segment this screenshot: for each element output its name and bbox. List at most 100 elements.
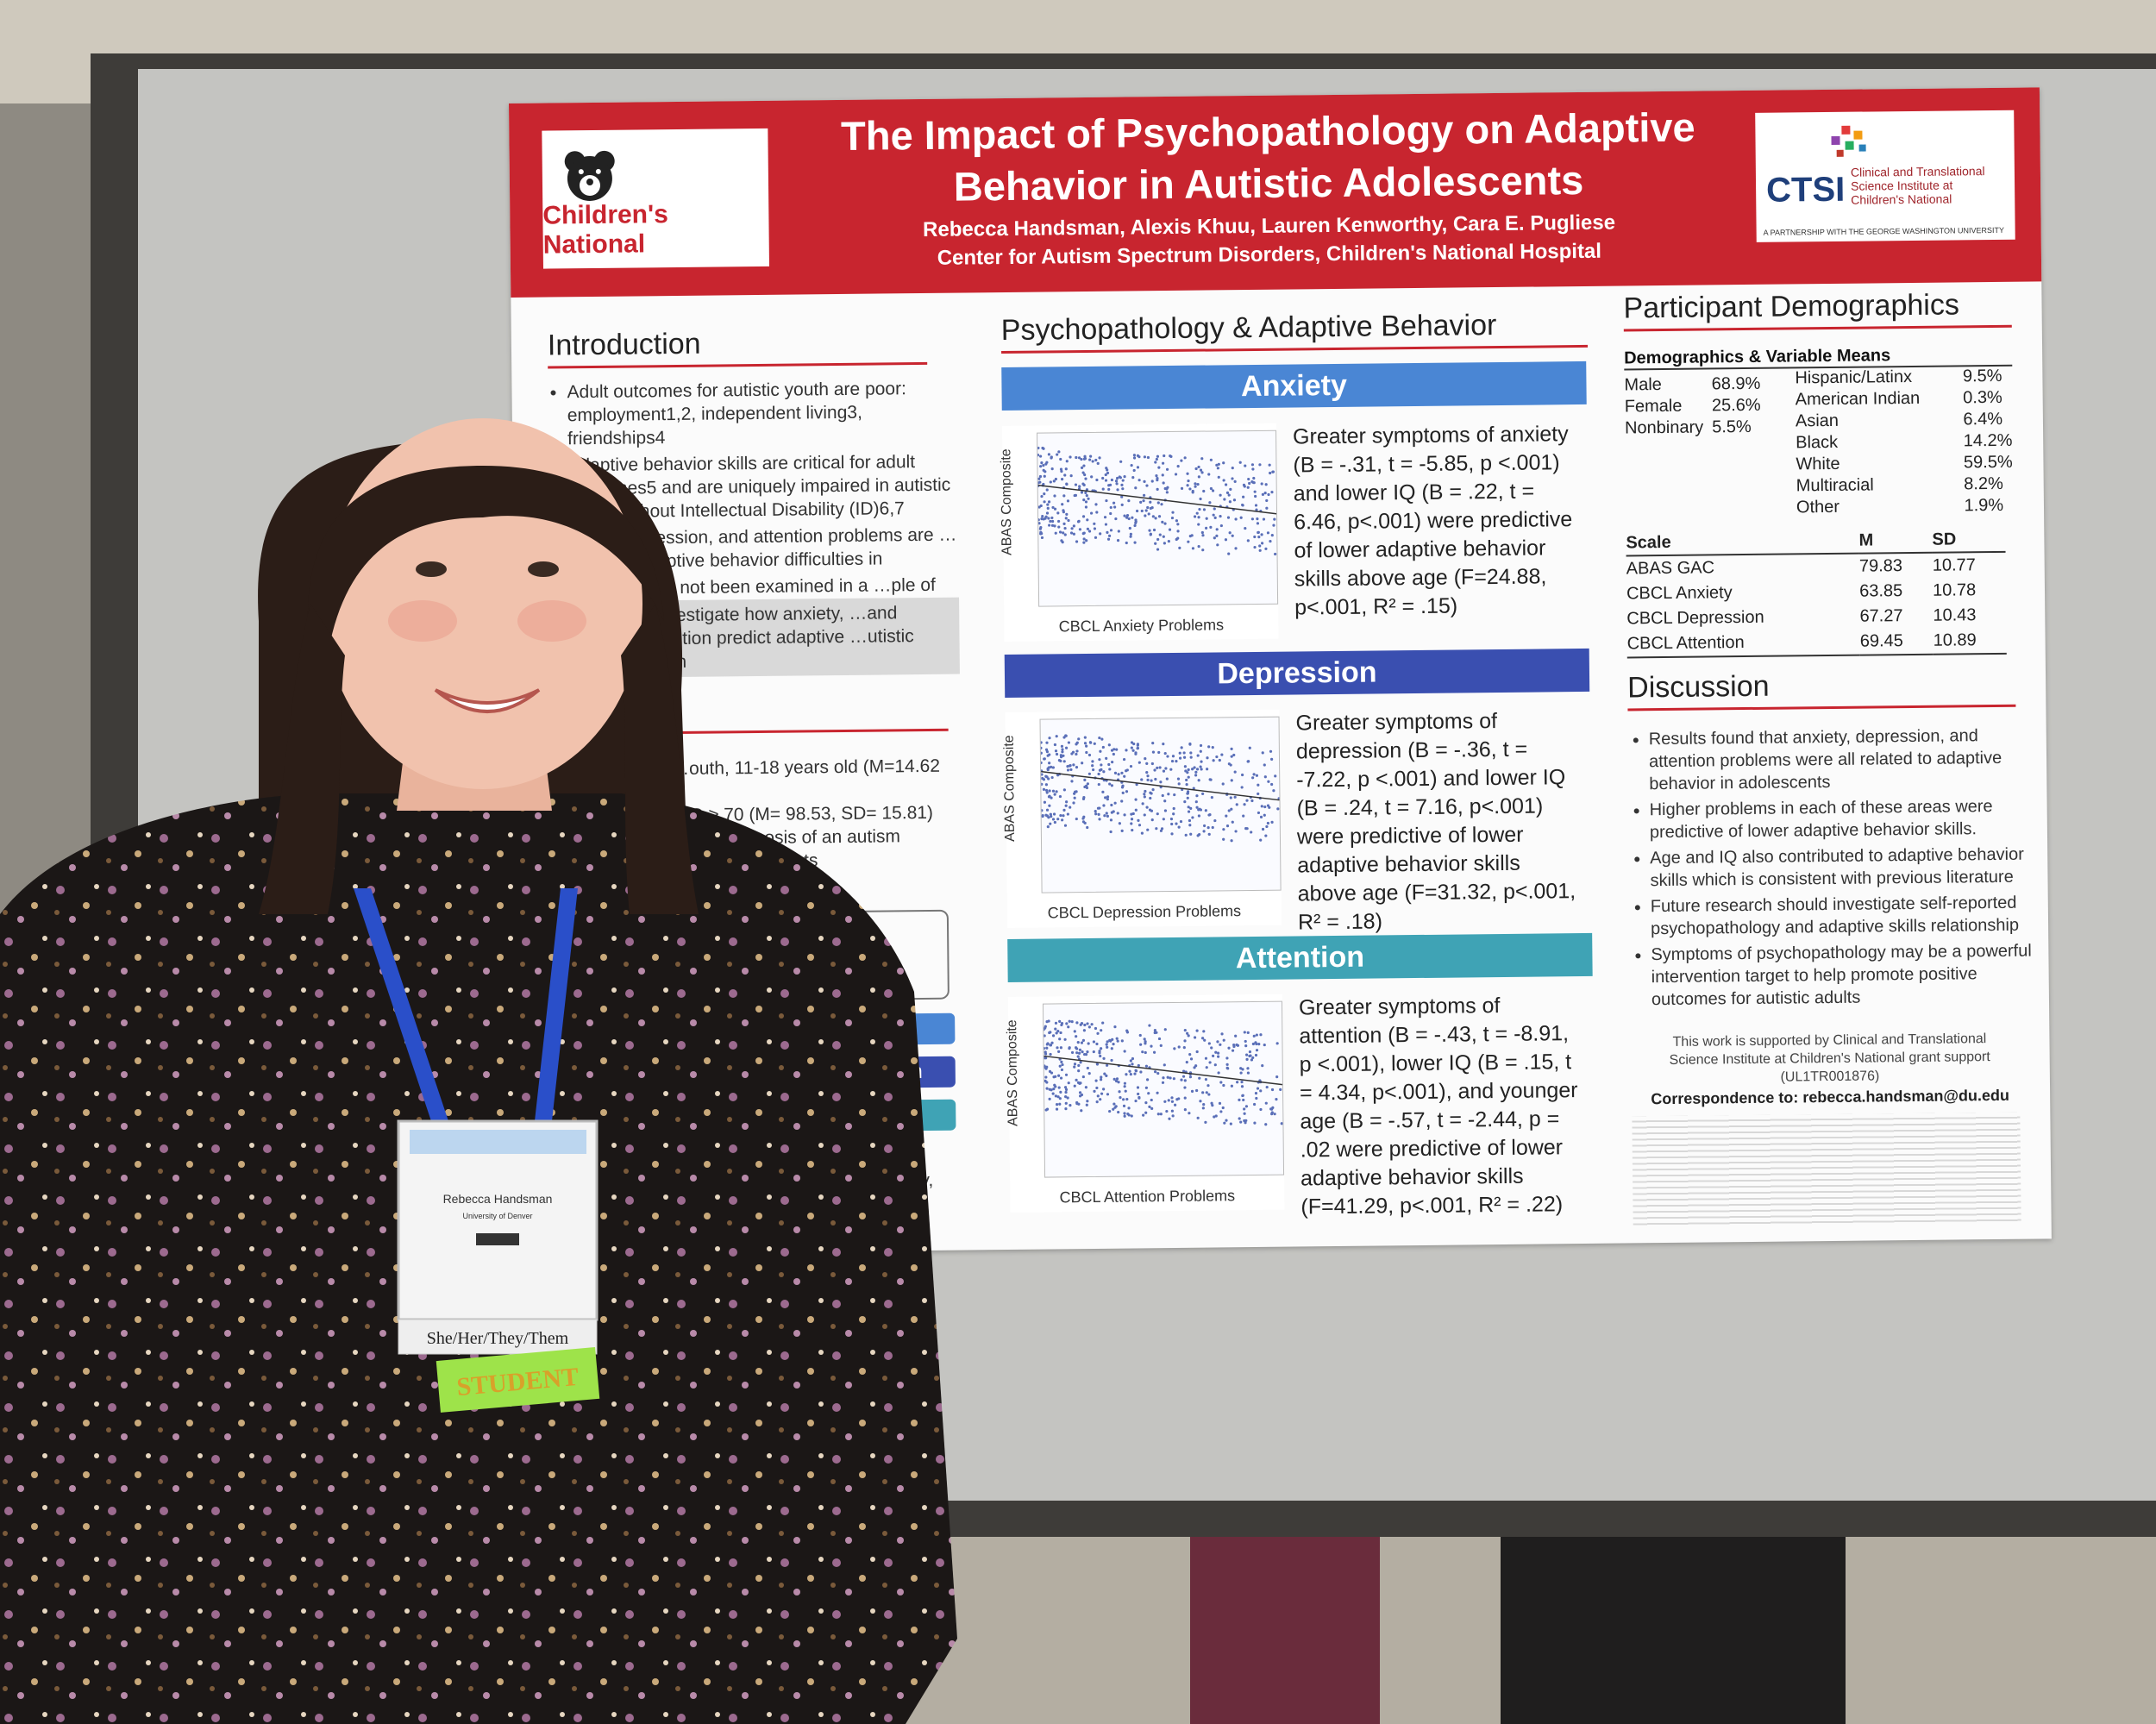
scatter-point xyxy=(1175,1098,1179,1101)
scatter-point xyxy=(1195,1050,1199,1054)
scatter-point xyxy=(1107,743,1111,747)
scatter-point xyxy=(1127,498,1131,503)
scatter-point xyxy=(1079,1081,1082,1085)
scatter-point xyxy=(1215,755,1219,759)
scatter-point xyxy=(1078,1091,1082,1094)
scatter-point xyxy=(1263,492,1267,495)
scatter-point xyxy=(1086,518,1089,522)
scatter-point xyxy=(1075,1078,1078,1081)
scatter-point xyxy=(1186,771,1189,774)
scatter-point xyxy=(1039,751,1043,755)
scatter-point xyxy=(1138,761,1141,764)
scatter-point xyxy=(1186,1031,1189,1035)
table-row: American Indian 0.3% xyxy=(1796,387,2021,411)
scatter-point xyxy=(1163,751,1167,755)
scatter-point xyxy=(1245,799,1249,802)
scatter-point xyxy=(1119,1096,1122,1100)
scatter-point xyxy=(1149,796,1152,800)
scatter-point xyxy=(1246,1071,1250,1075)
scatter-point xyxy=(1185,783,1188,787)
scatter-point xyxy=(1246,1067,1250,1070)
scatter-point xyxy=(1061,1063,1064,1067)
scatter-point xyxy=(1058,530,1062,534)
scatter-point xyxy=(1138,455,1141,459)
scatter-point xyxy=(1123,813,1126,817)
scatter-point xyxy=(1186,472,1189,475)
scatter-point xyxy=(1256,517,1259,521)
scatter-point xyxy=(1202,489,1206,493)
discussion-bullet: Age and IQ also contributed to adaptive … xyxy=(1650,843,2039,892)
scatter-point xyxy=(1199,749,1202,753)
scatter-point xyxy=(1150,1098,1153,1102)
scatter-point xyxy=(1145,1078,1150,1081)
scatter-point xyxy=(1223,1121,1226,1125)
scatter-point xyxy=(1047,777,1050,781)
scatter-point xyxy=(1123,1114,1126,1118)
scatter-point xyxy=(1252,476,1256,480)
scatter-point xyxy=(1155,457,1158,461)
scatter-point xyxy=(1185,778,1188,782)
scatter-point xyxy=(1062,754,1065,757)
demographics-heading: Participant Demographics xyxy=(1623,287,2012,332)
scatter-point xyxy=(1057,1050,1061,1053)
scatter-point xyxy=(1052,1088,1056,1091)
scatter-point xyxy=(1134,751,1138,755)
scatter-point xyxy=(1206,756,1209,760)
scatter-point xyxy=(1107,487,1111,492)
scatter-point xyxy=(1131,516,1134,519)
depression-scatter: ABAS Composite CBCL Depression Problems xyxy=(1002,709,1282,928)
scatter-point xyxy=(1153,1029,1156,1032)
scatter-point xyxy=(1225,824,1230,828)
scatter-point xyxy=(1263,1043,1266,1047)
scatter-point xyxy=(1232,1043,1236,1047)
scatter-point xyxy=(1251,1042,1255,1046)
scatter-point xyxy=(1102,1088,1106,1091)
scatter-point xyxy=(1200,1037,1205,1040)
scatter-point xyxy=(1240,1080,1244,1084)
scatter-point xyxy=(1131,749,1135,752)
scatter-point xyxy=(1100,1092,1104,1095)
scatter-point xyxy=(1165,467,1169,471)
scatter-point xyxy=(1093,522,1096,525)
scatter-point xyxy=(1193,766,1196,769)
scatter-point xyxy=(1057,525,1061,529)
scatter-point xyxy=(1072,532,1075,536)
scatter-point xyxy=(1209,458,1213,461)
scatter-point xyxy=(1145,770,1149,774)
scatter-point xyxy=(1131,828,1134,832)
scatter-point xyxy=(1239,516,1243,519)
scatter-point xyxy=(1266,821,1269,825)
scatter-point xyxy=(1081,1038,1086,1042)
race-label: Black xyxy=(1796,432,1839,453)
scatter-point xyxy=(1229,796,1232,799)
scatter-point xyxy=(1219,523,1223,528)
scatter-point xyxy=(1106,537,1111,541)
scatter-point xyxy=(1238,1098,1241,1101)
scatter-point xyxy=(1150,779,1153,782)
scatter-point xyxy=(1103,1072,1106,1075)
race-label: Multiracial xyxy=(1796,475,1874,496)
scatter-point xyxy=(1075,1035,1078,1038)
scatter-point xyxy=(1100,1029,1103,1032)
scatter-point xyxy=(1157,750,1161,755)
scatter-point xyxy=(1088,458,1092,461)
scatter-point xyxy=(1200,471,1204,474)
scatter-point xyxy=(1252,773,1256,776)
scatter-point xyxy=(1037,522,1041,525)
scatter-point xyxy=(1142,493,1146,497)
scatter-point xyxy=(1142,499,1145,503)
scatter-point xyxy=(1236,1081,1239,1084)
scatter-point xyxy=(1146,505,1150,510)
scatter-point xyxy=(1157,466,1161,469)
scatter-point xyxy=(1042,1028,1045,1031)
scatter-point xyxy=(1217,1055,1220,1058)
scatter-point xyxy=(1075,752,1078,756)
discussion-bullet: Future research should investigate self-… xyxy=(1651,891,2040,940)
scatter-point xyxy=(1246,486,1250,489)
scatter-point xyxy=(1241,1068,1244,1071)
scatter-point xyxy=(1050,815,1053,818)
scatter-point xyxy=(1092,1040,1096,1044)
scatter-point xyxy=(1196,482,1200,486)
scatter-point xyxy=(1165,487,1169,491)
scatter-point xyxy=(1130,818,1134,821)
